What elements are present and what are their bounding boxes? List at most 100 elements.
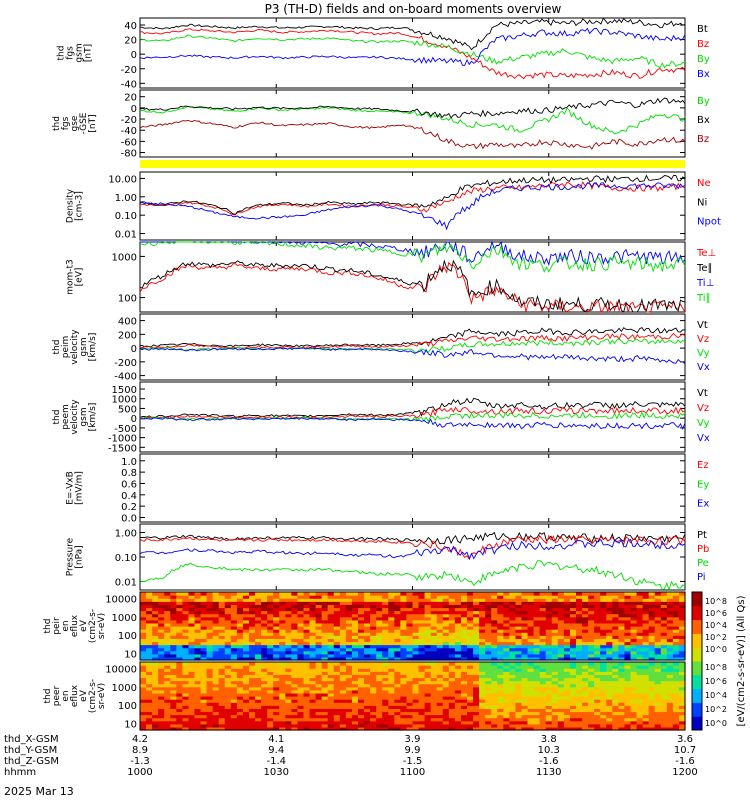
spectrogram-cell bbox=[315, 610, 323, 615]
spectrogram-cell bbox=[654, 711, 662, 716]
spectrogram-cell bbox=[648, 689, 656, 694]
spectrogram-cell bbox=[182, 674, 190, 679]
spectrogram-cell bbox=[382, 723, 389, 728]
spectrogram-cell bbox=[146, 604, 153, 609]
spectrogram-cell bbox=[339, 622, 347, 627]
spectrogram-cell bbox=[249, 711, 256, 716]
spectrogram-cell bbox=[218, 692, 226, 697]
spectrogram-cell bbox=[309, 629, 317, 633]
y-tick-label: 10000 bbox=[105, 664, 137, 675]
spectrogram-cell bbox=[309, 607, 317, 612]
spectrogram-cell bbox=[170, 692, 177, 697]
spectrogram-cell bbox=[551, 726, 559, 731]
spectrogram-cell bbox=[249, 641, 256, 646]
spectrogram-cell bbox=[479, 604, 486, 609]
spectrogram-cell bbox=[654, 638, 662, 643]
spectrogram-cell bbox=[418, 592, 426, 596]
spectrogram-cell bbox=[370, 692, 377, 697]
spectrogram-cell bbox=[648, 714, 656, 719]
colorbar-swatch bbox=[692, 705, 702, 710]
y-tick-label: 0 bbox=[131, 104, 137, 115]
y-label-line: [cm-3] bbox=[75, 191, 85, 221]
spectrogram-cell bbox=[678, 689, 686, 694]
spectrogram-cell bbox=[170, 717, 177, 722]
series-line-Pb bbox=[139, 534, 686, 561]
spectrogram-cell bbox=[557, 683, 565, 688]
spectrogram-cell bbox=[442, 619, 450, 624]
spectrogram-cell bbox=[406, 714, 414, 719]
spectrogram-cell bbox=[642, 616, 650, 621]
spectrogram-cell bbox=[642, 677, 650, 682]
spectrogram-cell bbox=[230, 595, 238, 599]
spectrogram-cell bbox=[576, 680, 583, 685]
spectrogram-cell bbox=[364, 607, 371, 612]
spectrogram-cell bbox=[515, 635, 523, 639]
spectrogram-cell bbox=[636, 613, 644, 618]
spectrogram-cell bbox=[236, 674, 244, 679]
spectrogram-cell bbox=[479, 592, 486, 596]
spectrogram-cell bbox=[230, 622, 238, 627]
spectrogram-cell bbox=[666, 604, 674, 609]
spectrogram-cell bbox=[309, 656, 317, 661]
spectrogram-cell bbox=[485, 610, 492, 615]
spectrogram-cell bbox=[200, 714, 208, 719]
spectrogram-cell bbox=[418, 601, 426, 605]
spectrogram-cell bbox=[303, 696, 311, 700]
spectrogram-cell bbox=[557, 610, 565, 615]
spectrogram-cell bbox=[630, 653, 638, 658]
spectrogram-cell bbox=[261, 708, 268, 713]
legend-Vx: Vx bbox=[697, 433, 710, 444]
spectrogram-cell bbox=[563, 702, 571, 706]
spectrogram-cell bbox=[194, 635, 202, 639]
spectrogram-cell bbox=[358, 665, 365, 669]
spectrogram-cell bbox=[194, 717, 202, 722]
spectrogram-cell bbox=[249, 647, 256, 652]
spectrogram-cell bbox=[642, 626, 650, 630]
spectrogram-cell bbox=[521, 626, 529, 630]
spectrogram-cell bbox=[164, 653, 171, 658]
spectrogram-cell bbox=[158, 647, 165, 652]
spectrogram-cell bbox=[170, 632, 177, 636]
spectrogram-cell bbox=[672, 702, 680, 706]
spectrogram-cell bbox=[588, 635, 595, 639]
spectrogram-cell bbox=[660, 683, 668, 688]
spectrogram-cell bbox=[230, 668, 238, 672]
spectrogram-cell bbox=[527, 699, 535, 703]
spectrogram-cell bbox=[321, 632, 329, 636]
y-label-line: gsm bbox=[75, 43, 85, 62]
spectrogram-cell bbox=[351, 610, 359, 615]
spectrogram-cell bbox=[146, 674, 153, 679]
spectrogram-cell bbox=[339, 656, 347, 661]
spectrogram-cell bbox=[454, 656, 462, 661]
spectrogram-cell bbox=[388, 604, 395, 609]
spectrogram-cell bbox=[358, 613, 365, 618]
spectrogram-cell bbox=[430, 632, 438, 636]
spectrogram-cell bbox=[454, 595, 462, 599]
spectrogram-cell bbox=[594, 696, 601, 700]
spectrogram-cell bbox=[249, 629, 256, 633]
spectrogram-cell bbox=[261, 613, 268, 618]
spectrogram-cell bbox=[182, 711, 190, 716]
spectrogram-cell bbox=[412, 632, 420, 636]
spectrogram-cell bbox=[152, 619, 159, 624]
spectrogram-cell bbox=[672, 711, 680, 716]
spectrogram-cell bbox=[642, 717, 650, 722]
spectrogram-cell bbox=[509, 717, 517, 722]
spectrogram-cell bbox=[454, 653, 462, 658]
spectrogram-cell bbox=[309, 653, 317, 658]
spectrogram-cell bbox=[382, 632, 389, 636]
colorbar-swatch bbox=[692, 698, 702, 703]
spectrogram-cell bbox=[624, 723, 632, 728]
spectrogram-cell bbox=[582, 711, 589, 716]
spectrogram-cell bbox=[218, 604, 226, 609]
spectrogram-cell bbox=[182, 671, 190, 675]
spectrogram-cell bbox=[485, 708, 492, 713]
spectrogram-cell bbox=[479, 595, 486, 599]
spectrogram-cell bbox=[315, 665, 323, 669]
series-line-Bz bbox=[139, 28, 686, 80]
spectrogram-cell bbox=[569, 671, 577, 675]
spectrogram-cell bbox=[569, 665, 577, 669]
spectrogram-cell bbox=[412, 692, 420, 697]
y-tick-label: 200 bbox=[118, 330, 137, 341]
spectrogram-cell bbox=[394, 705, 401, 709]
